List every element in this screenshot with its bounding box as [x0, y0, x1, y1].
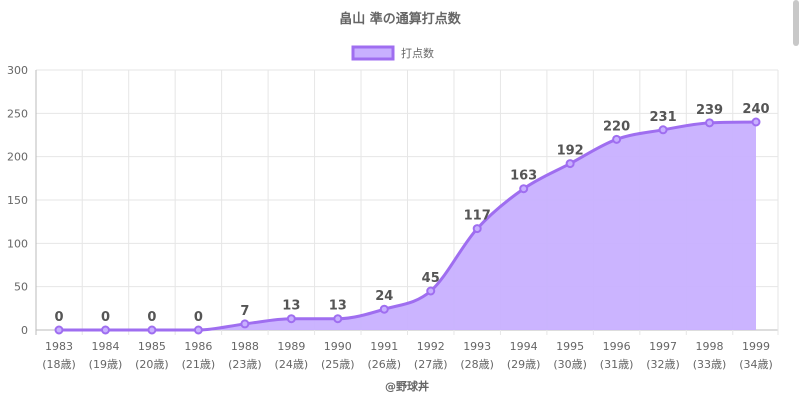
data-label: 239	[696, 103, 723, 118]
x-tick-sublabel: (26歳)	[367, 358, 401, 371]
scrollbar[interactable]	[792, 0, 800, 400]
data-label: 13	[282, 299, 300, 314]
data-point	[705, 118, 715, 128]
x-tick-label: 1985	[138, 340, 166, 353]
watermark: @野球丼	[385, 379, 429, 393]
data-point	[565, 159, 575, 169]
data-point	[333, 314, 343, 324]
y-tick-label: 150	[7, 194, 28, 207]
data-label: 0	[147, 310, 156, 325]
y-tick-label: 100	[7, 237, 28, 250]
data-label: 231	[649, 110, 676, 125]
x-tick-label: 1994	[510, 340, 538, 353]
data-point	[54, 325, 64, 335]
x-tick-label: 1986	[184, 340, 212, 353]
series-area	[59, 122, 756, 330]
data-label: 13	[329, 299, 347, 314]
x-tick-sublabel: (27歳)	[414, 358, 448, 371]
data-point	[286, 314, 296, 324]
data-label: 117	[464, 209, 491, 224]
x-tick-sublabel: (29歳)	[507, 358, 541, 371]
x-tick-label: 1992	[417, 340, 445, 353]
x-tick-sublabel: (23歳)	[228, 358, 262, 371]
data-label: 45	[422, 271, 440, 286]
x-tick-label: 1996	[603, 340, 631, 353]
x-tick-sublabel: (19歳)	[89, 358, 123, 371]
x-tick-sublabel: (18歳)	[42, 358, 76, 371]
data-label: 192	[557, 144, 584, 159]
data-point	[379, 304, 389, 314]
data-point	[472, 224, 482, 234]
chart-title: 畠山 準の通算打点数	[339, 11, 462, 27]
x-tick-label: 1993	[463, 340, 491, 353]
data-label: 7	[240, 304, 249, 319]
x-tick-sublabel: (20歳)	[135, 358, 169, 371]
data-label: 240	[742, 102, 769, 117]
data-label: 0	[101, 310, 110, 325]
data-label: 0	[54, 310, 63, 325]
series-line	[59, 120, 757, 332]
x-tick-sublabel: (25歳)	[321, 358, 355, 371]
data-label: 24	[375, 289, 393, 304]
y-tick-label: 300	[7, 64, 28, 77]
x-tick-label: 1991	[370, 340, 398, 353]
x-tick-sublabel: (21歳)	[182, 358, 216, 371]
data-point	[658, 125, 668, 135]
y-tick-label: 200	[7, 151, 28, 164]
x-tick-label: 1997	[649, 340, 677, 353]
legend-swatch	[351, 45, 395, 61]
x-tick-label: 1995	[556, 340, 584, 353]
y-tick-label: 250	[7, 107, 28, 120]
scrollbar-thumb[interactable]	[793, 0, 799, 46]
data-point	[193, 325, 203, 335]
legend-label: 打点数	[401, 46, 434, 60]
x-tick-label: 1988	[231, 340, 259, 353]
data-point	[612, 134, 622, 144]
legend: 打点数	[351, 45, 434, 61]
x-tick-sublabel: (34歳)	[739, 358, 773, 371]
x-tick-sublabel: (33歳)	[693, 358, 727, 371]
x-tick-label: 1999	[742, 340, 770, 353]
data-label: 220	[603, 119, 630, 134]
x-tick-sublabel: (31歳)	[600, 358, 634, 371]
x-tick-label: 1984	[91, 340, 119, 353]
x-tick-label: 1998	[696, 340, 724, 353]
y-tick-label: 50	[14, 281, 28, 294]
x-tick-sublabel: (32歳)	[646, 358, 680, 371]
data-point	[240, 319, 250, 329]
x-tick-sublabel: (30歳)	[553, 358, 587, 371]
data-point	[100, 325, 110, 335]
y-tick-label: 0	[21, 324, 28, 337]
data-point	[426, 286, 436, 296]
x-tick-label: 1983	[45, 340, 73, 353]
x-tick-label: 1990	[324, 340, 352, 353]
data-label: 0	[194, 310, 203, 325]
data-label: 163	[510, 169, 537, 184]
x-tick-label: 1989	[277, 340, 305, 353]
data-point	[147, 325, 157, 335]
x-tick-sublabel: (24歳)	[275, 358, 309, 371]
data-point	[519, 184, 529, 194]
data-point	[751, 117, 761, 127]
x-tick-sublabel: (28歳)	[460, 358, 494, 371]
